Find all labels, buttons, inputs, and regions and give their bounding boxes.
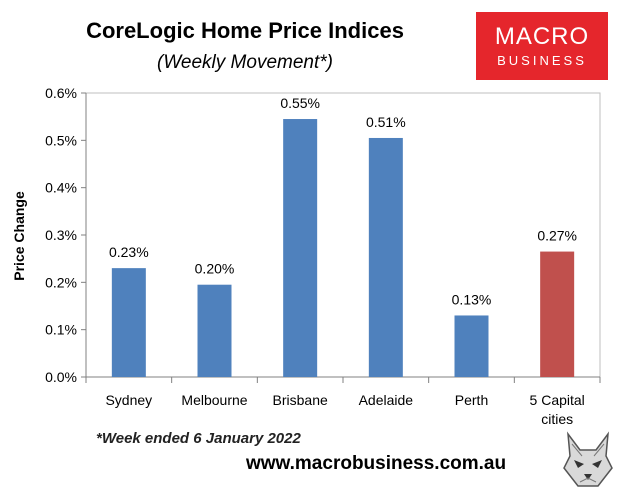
bar-adelaide xyxy=(368,137,403,377)
y-tick-label: 0.5% xyxy=(45,132,77,148)
y-tick-label: 0.2% xyxy=(45,274,77,290)
y-tick-label: 0.3% xyxy=(45,227,77,243)
data-label: 0.55% xyxy=(280,95,320,111)
data-label: 0.51% xyxy=(366,114,406,130)
data-label: 0.13% xyxy=(452,291,492,307)
wolf-head-icon xyxy=(563,431,613,487)
plot-area xyxy=(85,92,601,378)
x-tick-label: Sydney xyxy=(105,392,152,408)
x-tick-label: Adelaide xyxy=(359,392,414,408)
x-tick-label-line: 5 Capital xyxy=(530,392,585,408)
y-tick-label: 0.6% xyxy=(45,85,77,101)
x-tick-label: 5 Capital cities xyxy=(530,392,585,427)
x-tick-label-line: Perth xyxy=(455,392,488,408)
website-url: www.macrobusiness.com.au xyxy=(246,453,507,474)
bar-perth xyxy=(454,315,489,377)
chart-subtitle: (Weekly Movement*) xyxy=(157,52,333,73)
y-axis-label: Price Change xyxy=(11,191,27,281)
chart-title: CoreLogic Home Price Indices xyxy=(86,18,404,43)
y-tick-label: 0.1% xyxy=(45,322,77,338)
bar-sydney xyxy=(111,268,146,377)
y-tick-label: 0.0% xyxy=(45,369,77,385)
data-label: 0.27% xyxy=(537,228,577,244)
x-tick-label: Perth xyxy=(455,392,488,408)
x-tick-label: Melbourne xyxy=(181,392,247,408)
x-tick-label-line: Sydney xyxy=(105,392,152,408)
macrobusiness-logo: MACRO BUSINESS xyxy=(476,12,608,80)
x-tick-label-line: Brisbane xyxy=(273,392,328,408)
x-tick-label-line: Melbourne xyxy=(181,392,247,408)
logo-line-1: MACRO xyxy=(494,23,590,50)
footnote: *Week ended 6 January 2022 xyxy=(96,430,301,447)
logo-line-2: BUSINESS xyxy=(497,53,587,68)
bar-melbourne xyxy=(197,284,232,377)
data-label: 0.23% xyxy=(109,244,149,260)
x-tick-label: Brisbane xyxy=(273,392,328,408)
x-tick-label-line: Adelaide xyxy=(359,392,414,408)
x-tick-label-line: cities xyxy=(541,411,573,427)
bar-brisbane xyxy=(283,119,318,378)
bar-5-capital-cities xyxy=(540,251,575,377)
data-label: 0.20% xyxy=(195,261,235,277)
y-tick-label: 0.4% xyxy=(45,180,77,196)
